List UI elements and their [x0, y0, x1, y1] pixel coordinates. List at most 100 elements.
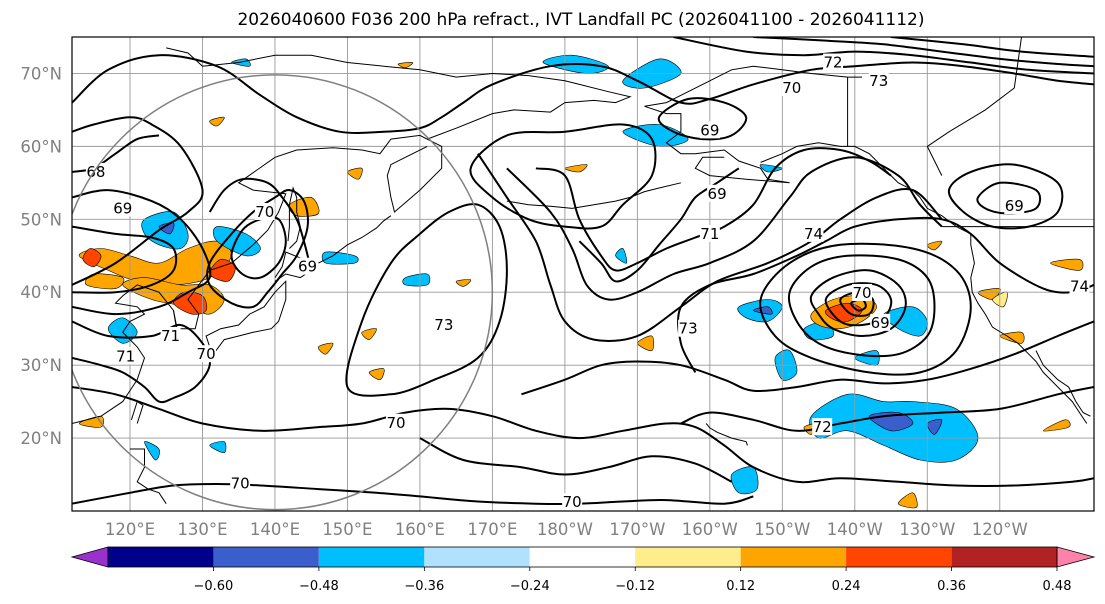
refractivity-contour [230, 216, 287, 280]
coastline [166, 47, 632, 140]
contour-label: 69 [708, 185, 727, 203]
refractivity-contour [521, 320, 1094, 396]
longitude-labels: 120°E 130°E 140°E 150°E 160°E 170°E 180°W 170°W… [105, 520, 1028, 539]
colorbar-tick-label: 0.24 [832, 579, 861, 594]
contour-label-bg [699, 224, 720, 242]
ivt-fill-patch [347, 167, 363, 180]
refractivity-contour [72, 116, 204, 286]
colorbar-outline [107, 546, 1058, 568]
contour-label: 74 [1070, 277, 1089, 295]
contour-label-bg [823, 53, 844, 71]
contour-label: 72 [824, 54, 843, 72]
longitude-label: 140°W [827, 520, 883, 539]
latitude-label: 50°N [20, 210, 62, 229]
contour-label-bg [112, 199, 133, 217]
contour-label-bg [812, 418, 833, 436]
chart-title: 2026040600 F036 200 hPa refract., IVT La… [237, 10, 924, 30]
contour-label: 71 [161, 327, 180, 345]
colorbar-bin [318, 547, 425, 567]
colorbar: −0.60 −0.48 −0.36 −0.24 −0.12 0.12 0.24 0.36 0.4… [70, 546, 1096, 594]
contour-label-bg [781, 79, 802, 97]
longitude-label: 180°W [537, 520, 593, 539]
contour-label-bg [562, 493, 583, 511]
latitude-label: 70°N [20, 65, 62, 84]
contour-label-bg [699, 121, 720, 139]
refractivity-contour [72, 54, 1094, 135]
refractivity-contour [753, 37, 1094, 68]
colorbar-bin [635, 547, 741, 567]
coastline [318, 215, 392, 264]
ivt-fill-patch [158, 222, 175, 235]
ivt-fill-patch [759, 164, 783, 173]
contour-label: 72 [813, 418, 832, 436]
colorbar-bin [424, 547, 530, 567]
contour-label: 74 [804, 225, 823, 243]
coastline [1035, 350, 1091, 417]
ivt-fill-patch [926, 240, 943, 251]
contour-label-bg [196, 345, 217, 363]
contour-label: 71 [116, 347, 135, 365]
latitude-labels: 70°N 60°N 50°N 40°N 30°N 20°N [20, 65, 62, 449]
refractivity-contour [824, 282, 893, 327]
colorbar-tick-label: 0.36 [937, 579, 966, 594]
contour-label-bg [1069, 277, 1090, 295]
colorbar-extend-low [70, 546, 109, 568]
refractivity-contour [506, 156, 943, 301]
latitude-label: 60°N [20, 137, 62, 156]
contour-label: 69 [298, 258, 317, 276]
ivt-fill-patch [144, 441, 160, 461]
refractivity-contour [680, 386, 1094, 432]
refractivity-contour [947, 163, 1064, 230]
longitude-label: 130°W [899, 520, 955, 539]
refractivity-contour [759, 242, 972, 376]
contour-label-bg [160, 326, 181, 344]
coastline [130, 400, 144, 424]
longitude-label: 120°E [105, 520, 155, 539]
coastline [644, 105, 790, 184]
refractivity-contour [657, 97, 748, 141]
latitude-label: 40°N [20, 283, 62, 302]
colorbar-tick-label: −0.24 [510, 579, 550, 594]
ivt-fill-patch [368, 368, 385, 381]
coastline [287, 186, 301, 249]
contour-label: 70 [782, 79, 801, 97]
coastline [202, 280, 287, 359]
contour-label: 73 [869, 72, 888, 90]
contour-label-bg [230, 474, 251, 492]
contour-label: 69 [1005, 197, 1024, 215]
range-circle [72, 74, 494, 511]
refractivity-contour [535, 147, 892, 272]
colorbar-tick-label: −0.12 [615, 579, 655, 594]
ivt-fill-patch [1042, 419, 1071, 432]
refractivity-contour [673, 37, 1094, 75]
ivt-fill-patch [402, 273, 431, 287]
contour-label-bg [1004, 197, 1025, 215]
contour-label: 69 [871, 314, 890, 332]
coastline [72, 134, 443, 424]
contour-label-bg [852, 283, 873, 301]
refractivity-contour [72, 225, 178, 294]
contour-label: 69 [700, 121, 719, 139]
contour-label: 70 [255, 203, 274, 221]
coastline [926, 37, 1022, 176]
latitude-label: 20°N [20, 429, 62, 448]
contour-label-bg [115, 347, 136, 365]
latitude-label: 30°N [20, 356, 62, 375]
colorbar-tick-label: 0.48 [1043, 579, 1072, 594]
contour-label-bg [868, 71, 889, 89]
ivt-fill-patch [977, 288, 1001, 300]
contour-label: 70 [231, 474, 250, 492]
coastline [506, 182, 682, 209]
coastline [705, 423, 748, 446]
refractivity-contour [345, 203, 508, 397]
colorbar-tick-label: −0.48 [299, 579, 339, 594]
contour-label: 73 [679, 320, 698, 338]
longitude-label: 160°W [682, 520, 738, 539]
longitude-label: 150°W [754, 520, 810, 539]
contour-label: 70 [197, 345, 216, 363]
refractivity-contour [976, 181, 1042, 215]
ivt-fill-patch [361, 328, 377, 340]
contour-label-bg [870, 313, 891, 331]
contour-label-bg [803, 224, 824, 242]
